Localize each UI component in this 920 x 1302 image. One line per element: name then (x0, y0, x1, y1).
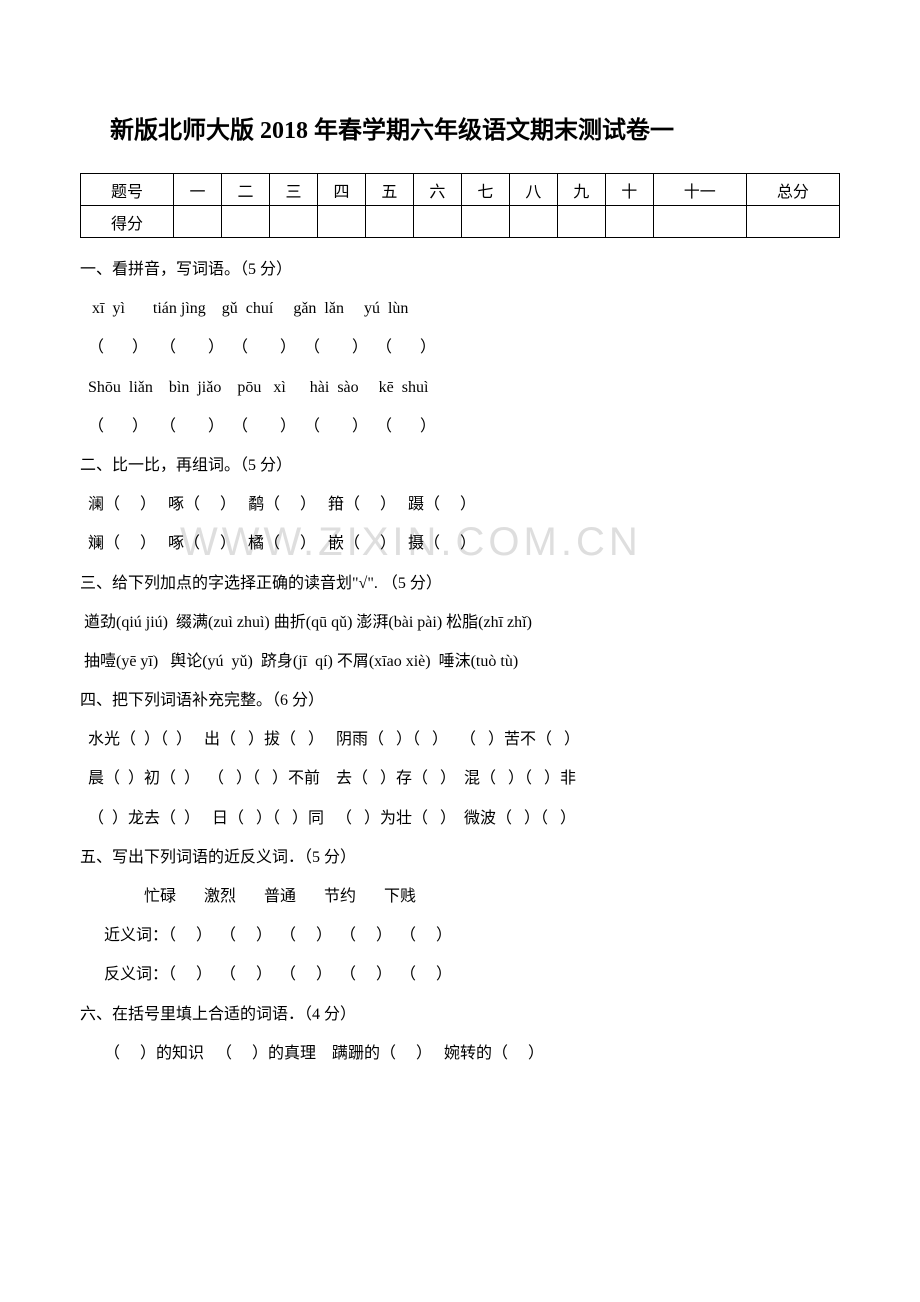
header-cell: 七 (461, 174, 509, 206)
score-cell (509, 206, 557, 238)
section-6-line: （ ）的知识 （ ）的真理 蹒跚的（ ） 婉转的（ ） (80, 1034, 840, 1073)
section-5-heading: 五、写出下列词语的近反义词．（5 分） (80, 838, 840, 877)
header-cell: 四 (317, 174, 365, 206)
section-1-line: Shōu liǎn bìn jiǎo pōu xì hài sào kē shu… (80, 368, 840, 407)
section-2-line: 斓（ ） 啄（ ） 橘（ ） 嵌（ ） 摄（ ） (80, 524, 840, 563)
header-cell: 六 (413, 174, 461, 206)
section-4-heading: 四、把下列词语补充完整。（6 分） (80, 681, 840, 720)
score-cell (317, 206, 365, 238)
page-title: 新版北师大版 2018 年春学期六年级语文期末测试卷一 (80, 110, 840, 145)
section-1-line: xī yì tián jìng gǔ chuí gǎn lǎn yú lùn (80, 289, 840, 328)
score-cell (365, 206, 413, 238)
section-5-line: 近义词：（ ） （ ） （ ） （ ） （ ） (80, 916, 840, 955)
section-4-line: 水光（ ）（ ） 出（ ）拔（ ） 阴雨（ ）（ ） （ ）苦不（ ） (80, 720, 840, 759)
header-cell: 三 (270, 174, 318, 206)
score-cell (222, 206, 270, 238)
section-5-line: 反义词：（ ） （ ） （ ） （ ） （ ） (80, 955, 840, 994)
section-1-line: （ ） （ ） （ ） （ ） （ ） (80, 407, 840, 446)
score-cell (746, 206, 839, 238)
score-cell (270, 206, 318, 238)
section-3-line: 抽噎(yē yī) 舆论(yú yǔ) 跻身(jī qí) 不屑(xīao xi… (80, 642, 840, 681)
score-cell (461, 206, 509, 238)
section-3-heading: 三、给下列加点的字选择正确的读音划"√". （5 分） (80, 564, 840, 603)
table-score-row: 得分 (81, 206, 840, 238)
section-1-line: （ ） （ ） （ ） （ ） （ ） (80, 328, 840, 367)
score-cell (174, 206, 222, 238)
document-content: 新版北师大版 2018 年春学期六年级语文期末测试卷一 题号 一 二 三 四 五… (80, 110, 840, 1073)
header-cell: 十 (605, 174, 653, 206)
section-4-line: 晨（ ）初（ ） （ ）（ ）不前 去（ ）存（ ） 混（ ）（ ）非 (80, 759, 840, 798)
section-1-heading: 一、看拼音，写词语。（5 分） (80, 250, 840, 289)
header-cell: 十一 (653, 174, 746, 206)
table-header-row: 题号 一 二 三 四 五 六 七 八 九 十 十一 总分 (81, 174, 840, 206)
header-cell: 九 (557, 174, 605, 206)
section-4-line: （ ）龙去（ ） 日（ ）（ ）同 （ ）为壮（ ） 微波（ ）（ ） (80, 799, 840, 838)
header-cell: 五 (365, 174, 413, 206)
section-2-heading: 二、比一比，再组词。（5 分） (80, 446, 840, 485)
header-cell: 题号 (81, 174, 174, 206)
section-5-line: 忙碌 激烈 普通 节约 下贱 (80, 877, 840, 916)
score-cell (605, 206, 653, 238)
score-cell (413, 206, 461, 238)
score-label-cell: 得分 (81, 206, 174, 238)
section-6-heading: 六、在括号里填上合适的词语．（4 分） (80, 995, 840, 1034)
header-cell: 二 (222, 174, 270, 206)
section-2-line: 澜（ ） 啄（ ） 鹬（ ） 箝（ ） 蹑（ ） (80, 485, 840, 524)
section-3-line: 遒劲(qiú jiú) 缀满(zuì zhuì) 曲折(qū qǔ) 澎湃(bà… (80, 603, 840, 642)
header-cell: 八 (509, 174, 557, 206)
header-cell: 一 (174, 174, 222, 206)
score-cell (653, 206, 746, 238)
score-cell (557, 206, 605, 238)
header-cell: 总分 (746, 174, 839, 206)
score-table: 题号 一 二 三 四 五 六 七 八 九 十 十一 总分 得分 (80, 173, 840, 238)
